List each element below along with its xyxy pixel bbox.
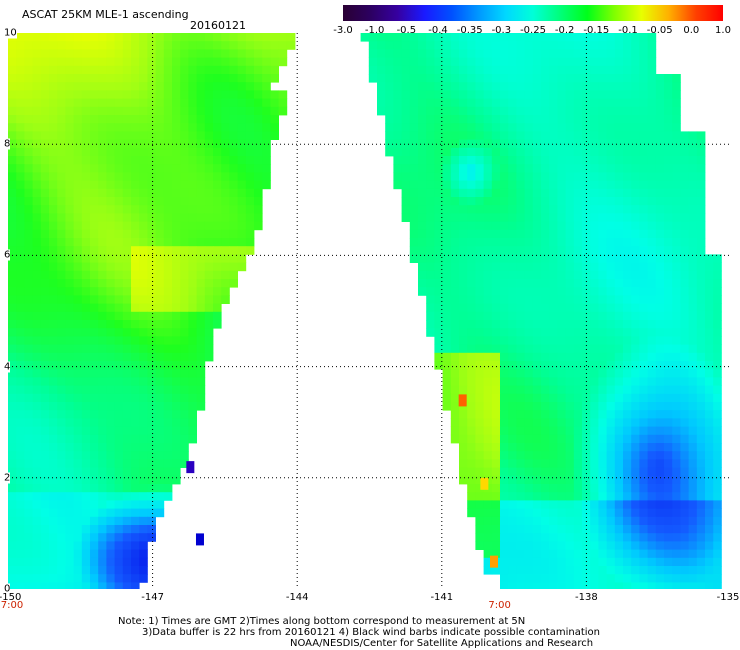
colorbar-tick-label: -0.25 xyxy=(520,25,546,36)
colorbar-tick-label: -0.3 xyxy=(491,25,512,36)
edge-cell xyxy=(195,533,204,546)
swath-cells xyxy=(8,33,722,589)
latitude-tick-label: 2 xyxy=(4,472,11,484)
swath-map xyxy=(8,33,731,589)
note-line-1: Note: 1) Times are GMT 2)Times along bot… xyxy=(118,616,526,627)
longitude-tick-label: -141 xyxy=(430,592,454,603)
longitude-tick-label: -144 xyxy=(285,592,309,603)
colorbar-tick-label: -0.05 xyxy=(646,25,673,36)
edge-cell xyxy=(458,394,467,407)
colorbar-tick-label: -0.1 xyxy=(618,25,638,36)
colorbar-tick-label: -0.35 xyxy=(456,25,483,36)
longitude-tick-label: -138 xyxy=(575,592,598,603)
colorbar-tick-label: -1.0 xyxy=(364,25,385,36)
latitude-tick-label: 0 xyxy=(4,583,11,595)
longitude-tick-label: -147 xyxy=(141,592,164,603)
edge-cell xyxy=(186,461,195,474)
colorbar-tick-label: -0.5 xyxy=(396,25,417,36)
colorbar-tick-label: 1.0 xyxy=(715,25,731,36)
colorbar-tick-label: -0.15 xyxy=(583,25,610,36)
colorbar-tick-label: -3.0 xyxy=(333,25,353,36)
longitude-tick-label: -150 xyxy=(0,592,22,603)
latitude-tick-label: 6 xyxy=(4,249,11,261)
colorbar-tick-label: -0.2 xyxy=(554,25,575,36)
product-date: 20160121 xyxy=(190,19,246,32)
colorbar-tick-label: -0.4 xyxy=(428,25,448,36)
pass-time-label: 7:00 xyxy=(0,600,24,611)
graticule xyxy=(8,33,731,589)
pass-time-label: 7:00 xyxy=(488,600,511,611)
colorbar-gradient xyxy=(343,5,723,21)
edge-cell xyxy=(480,477,489,490)
latitude-tick-label: 8 xyxy=(4,138,11,150)
credit-line: NOAA/NESDIS/Center for Satellite Applica… xyxy=(290,638,594,649)
edge-cell xyxy=(490,555,498,568)
colorbar-tick-label: 0.0 xyxy=(683,25,700,36)
colorbar xyxy=(343,5,723,21)
longitude-tick-label: -135 xyxy=(716,592,740,603)
note-line-2: 3)Data buffer is 22 hrs from 20160121 4)… xyxy=(142,627,600,638)
latitude-tick-label: 4 xyxy=(4,361,11,373)
latitude-tick-label: 10 xyxy=(4,27,17,39)
product-title: ASCAT 25KM MLE-1 ascending xyxy=(22,8,189,21)
